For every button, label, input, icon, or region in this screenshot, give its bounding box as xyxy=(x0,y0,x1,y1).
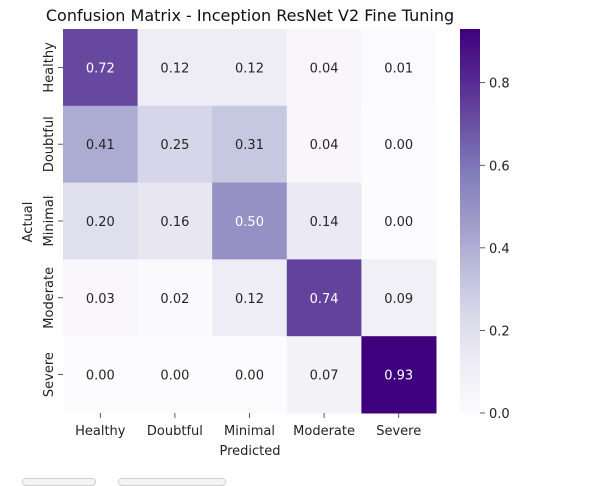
colorbar-tick-label: 0.2 xyxy=(489,324,510,339)
heatmap-cell xyxy=(286,29,362,107)
heatmap-cell xyxy=(63,259,139,337)
cell-value-label: 0.41 xyxy=(86,138,115,153)
cell-value-label: 0.00 xyxy=(235,369,264,384)
heatmap-cell xyxy=(361,29,437,107)
y-tick-label: Severe xyxy=(42,352,57,397)
heatmap-cell xyxy=(137,259,213,337)
cell-value-label: 0.12 xyxy=(235,61,264,76)
heatmap-cell xyxy=(212,105,288,184)
cell-value-label: 0.03 xyxy=(86,292,115,307)
cell-value-label: 0.12 xyxy=(235,292,264,307)
x-tick-label: Severe xyxy=(376,424,421,439)
cell-value-label: 0.04 xyxy=(310,138,339,153)
colorbar xyxy=(460,29,480,413)
heatmap-cells xyxy=(63,29,437,414)
colorbar-ticks: 0.0 0.2 0.4 0.6 0.8 xyxy=(480,77,510,422)
cell-value-label: 0.14 xyxy=(310,215,339,230)
heatmap-cell xyxy=(63,182,139,260)
cell-value-label: 0.12 xyxy=(160,61,189,76)
heatmap-cell-labels: 0.72 0.12 0.12 0.04 0.01 0.41 0.25 0.31 0.04 0.00… xyxy=(86,61,413,383)
x-tick-label: Healthy xyxy=(75,424,126,439)
heatmap-cell xyxy=(286,259,362,337)
cell-value-label: 0.72 xyxy=(86,61,115,76)
heatmap-cell xyxy=(63,29,139,107)
scrollbar-stub-right xyxy=(118,478,226,486)
cell-value-label: 0.31 xyxy=(235,138,264,153)
heatmap-cell xyxy=(137,182,213,260)
heatmap-cell xyxy=(212,29,288,107)
y-tick-labels: Healthy Doubtful Minimal Moderate Severe xyxy=(42,42,63,397)
heatmap-cell xyxy=(361,105,437,184)
x-tick-label: Minimal xyxy=(224,424,275,439)
cell-value-label: 0.50 xyxy=(235,215,264,230)
heatmap-cell xyxy=(361,336,437,414)
heatmap-cell xyxy=(137,105,213,184)
cell-value-label: 0.74 xyxy=(310,292,339,307)
y-tick-label: Minimal xyxy=(42,196,57,247)
cell-value-label: 0.00 xyxy=(160,369,189,384)
chart-title: Confusion Matrix - Inception ResNet V2 F… xyxy=(46,6,454,25)
cell-value-label: 0.16 xyxy=(160,215,189,230)
cell-value-label: 0.01 xyxy=(384,61,413,76)
cell-value-label: 0.93 xyxy=(384,369,413,384)
y-tick-label: Doubtful xyxy=(42,116,57,172)
x-tick-label: Moderate xyxy=(293,424,355,439)
colorbar-tick-label: 0.4 xyxy=(489,242,510,257)
heatmap-cell xyxy=(361,182,437,260)
x-axis-label: Predicted xyxy=(219,444,280,459)
heatmap-cell xyxy=(361,259,437,337)
heatmap-cell xyxy=(137,336,213,414)
heatmap-cell xyxy=(212,259,288,337)
heatmap-cell xyxy=(212,182,288,260)
colorbar-tick-label: 0.6 xyxy=(489,159,510,174)
x-tick-label: Doubtful xyxy=(147,424,203,439)
heatmap-cell xyxy=(137,29,213,107)
heatmap-cell xyxy=(286,105,362,184)
cell-value-label: 0.04 xyxy=(310,61,339,76)
cell-value-label: 0.25 xyxy=(160,138,189,153)
cell-value-label: 0.07 xyxy=(310,369,339,384)
heatmap-cell xyxy=(286,182,362,260)
cell-value-label: 0.09 xyxy=(384,292,413,307)
x-tick-labels: Healthy Doubtful Minimal Moderate Severe xyxy=(75,413,421,439)
cell-value-label: 0.00 xyxy=(86,369,115,384)
y-tick-label: Moderate xyxy=(42,267,57,329)
scrollbar-stub-left xyxy=(22,478,96,486)
heatmap-cell xyxy=(63,105,139,184)
heatmap-cell xyxy=(63,336,139,414)
cell-value-label: 0.00 xyxy=(384,215,413,230)
colorbar-tick-label: 0.0 xyxy=(489,407,510,422)
heatmap-cell xyxy=(212,336,288,414)
y-axis-label: Actual xyxy=(21,202,36,243)
cell-value-label: 0.20 xyxy=(86,215,115,230)
y-tick-label: Healthy xyxy=(42,42,57,93)
cell-value-label: 0.02 xyxy=(160,292,189,307)
colorbar-tick-label: 0.8 xyxy=(489,77,510,92)
heatmap-cell xyxy=(286,336,362,414)
cell-value-label: 0.00 xyxy=(384,138,413,153)
